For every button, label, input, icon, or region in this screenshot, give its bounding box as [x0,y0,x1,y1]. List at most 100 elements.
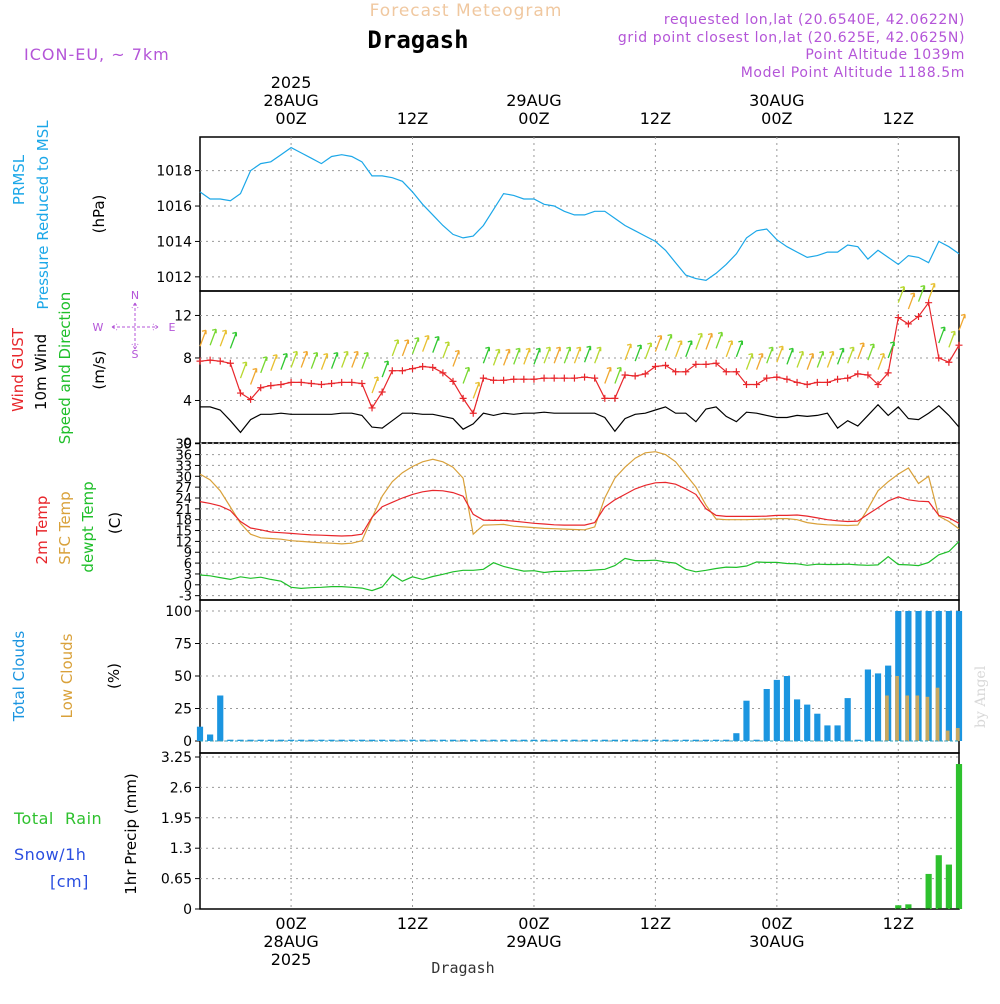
top-time-label: 00Z [761,109,792,128]
gust-marker [641,370,649,378]
wind-dir-label: Speed and Direction [56,292,74,445]
rain-label: Total Rain [13,809,102,828]
wind-arrow [806,353,814,370]
model-altitude: Model Point Altitude 1188.5m [741,65,965,81]
gust-marker [773,373,781,381]
wind-arrow [877,353,885,370]
wind-arrow [604,366,612,384]
wind-arrow [836,347,845,365]
gust-marker [216,357,224,365]
gust-marker [196,357,204,365]
low-cloud-bar [945,730,950,741]
wind-arrow [533,347,541,365]
total-cloud-bar [945,611,952,741]
wind-arrow [553,346,561,364]
y-tick-label: 6 [184,557,192,572]
wind-arrow [826,350,835,368]
total-cloud-bar [854,739,861,741]
y-tick-label: 0 [183,436,192,452]
y-tick-label: 12 [175,535,192,550]
total-cloud-bar [500,739,507,741]
total-cloud-bar [561,739,568,741]
wind-arrow [260,356,268,374]
wind-arrow [462,366,470,384]
wind-arrow [239,361,248,379]
y-tick-label: 2.6 [170,780,192,796]
total-cloud-bar [702,739,710,741]
gust-marker [388,367,396,375]
bottom-time-label: 2025 [271,950,312,969]
bottom-time-label: 00Z [275,914,306,933]
wind-arrow [735,340,744,358]
pressure-line [199,146,960,282]
gust-marker [763,374,771,382]
top-time-label: 00Z [518,109,549,128]
total-cloud-bar [955,611,963,741]
y-tick-label: 33 [175,459,192,474]
total-cloud-bar [672,739,679,741]
gust-marker [702,360,710,368]
panel-frame-1 [199,290,960,444]
point-altitude: Point Altitude 1039m [805,47,965,63]
rain-bar [955,764,963,909]
prmsl-label: PRMSL [10,154,28,205]
y-tick-label: 24 [175,492,192,507]
wind-arrow [330,351,339,369]
gust-marker [945,358,953,366]
y-tick-label: 3 [184,568,192,583]
wind-arrow [492,348,501,366]
total-cloud-bar [571,739,578,741]
low-cloud-bar [895,676,899,741]
rain-bar [905,904,912,909]
gust-marker [469,409,477,417]
gust-marker [742,381,750,389]
total-cloud-bar [591,739,598,741]
total-cloud-bar [287,739,295,741]
gust-marker [682,368,690,376]
gust-marker [732,368,740,376]
total-cloud-bar [753,739,760,741]
total-cloud-bar [358,739,366,741]
wind-arrow [796,350,804,368]
gust-marker [844,374,852,382]
wind-arrow [219,329,227,347]
total-cloud-bar [915,611,922,741]
dewpt-label: dewpt Temp [79,481,97,572]
total-cloud-bar [682,739,689,741]
wind-arrow [543,346,551,364]
y-tick-label: 25 [174,702,192,718]
wind-arrow [664,333,673,351]
y-tick-label: 0.65 [161,872,192,888]
gust-marker [611,394,619,402]
total-cloud-bar [632,739,639,741]
total-cloud-bar [793,699,801,741]
low-cloud-bar [885,695,889,741]
wind-arrow [594,346,602,364]
wind-arrow [472,381,480,399]
plot-area: 101210141016101804812-303691215182124273… [156,73,966,969]
wind-arrow [523,347,531,365]
wind-arrow [847,346,855,364]
wind-arrow [897,286,905,303]
total-cloud-bar [692,739,699,741]
wind-arrow [766,346,774,364]
gust-marker [864,371,872,379]
gust-marker [206,356,214,364]
top-time-label: 00Z [275,109,306,128]
gust-marker [935,354,943,362]
precip-axis-label: 1hr Precip (mm) [122,773,140,894]
wind-arrow [270,354,278,371]
gust-marker [601,394,609,402]
gust-marker [247,395,255,403]
total-cloud-bar [611,739,619,741]
wind-arrow [614,366,622,384]
y-tick-label: 1012 [156,270,192,286]
total-cloud-bar [207,734,214,741]
gust-marker [915,313,923,321]
total-cloud-bar [540,739,548,741]
wind-arrow [452,349,460,367]
total-cloud-bar [368,739,376,741]
gust-marker [307,379,315,387]
gust-marker [429,364,437,372]
wind-arrow [928,282,936,300]
